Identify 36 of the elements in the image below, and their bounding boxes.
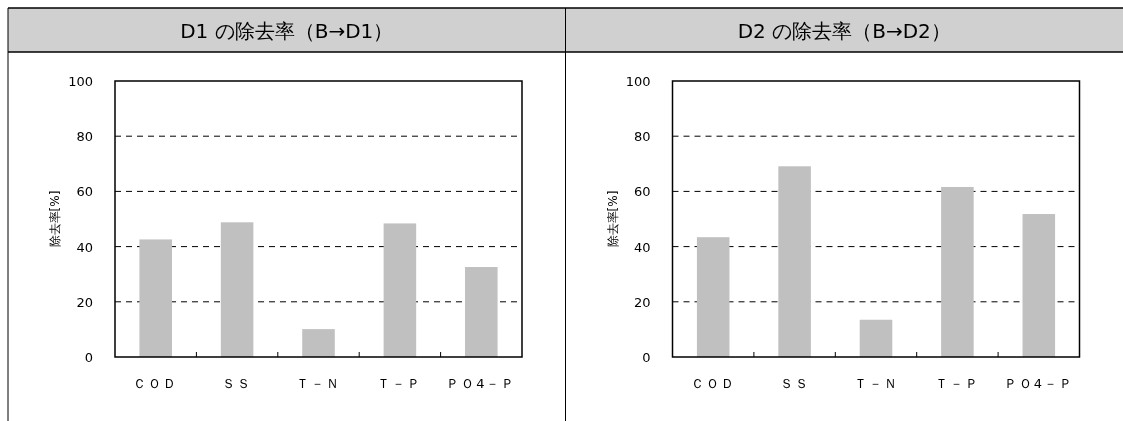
- bar: [302, 329, 335, 357]
- y-tick-label: 40: [76, 239, 93, 255]
- x-tick-label: ＣＯＤ: [690, 376, 736, 391]
- y-tick-label: 40: [633, 239, 651, 255]
- y-tick-label: 60: [633, 184, 651, 200]
- bar: [1022, 214, 1056, 357]
- chart-title: D1 の除去率（B→D1）: [180, 19, 394, 43]
- x-tick-label: ＳＳ: [222, 376, 253, 391]
- bar: [383, 223, 417, 357]
- y-axis-title: 除去率[%]: [48, 190, 62, 248]
- chart-title: D2 の除去率（B→D2）: [737, 19, 951, 43]
- y-tick-label: 100: [625, 74, 651, 89]
- y-tick-label: 20: [76, 294, 93, 310]
- bar: [139, 239, 172, 357]
- bar: [696, 237, 730, 357]
- x-tick-label: Ｔ－Ｎ: [296, 376, 341, 391]
- y-tick-label: 0: [84, 350, 93, 365]
- y-tick-label: 80: [76, 129, 93, 145]
- y-tick-label: 100: [68, 74, 93, 89]
- x-tick-label: Ｔ－Ｎ: [853, 376, 899, 391]
- y-tick-label: 20: [633, 294, 651, 310]
- x-tick-label: ＳＳ: [779, 376, 810, 391]
- bar: [220, 222, 254, 357]
- bar: [859, 319, 893, 357]
- bar: [465, 267, 498, 357]
- bar: [778, 166, 811, 357]
- x-tick-label: ＰＯ4－Ｐ: [1003, 376, 1074, 391]
- x-tick-label: Ｔ－Ｐ: [377, 376, 423, 391]
- bar: [941, 186, 974, 357]
- x-tick-label: ＰＯ4－Ｐ: [446, 376, 517, 391]
- x-tick-label: ＣＯＤ: [133, 376, 179, 391]
- y-axis-title: 除去率[%]: [605, 190, 620, 248]
- y-tick-label: 0: [642, 350, 651, 365]
- y-tick-label: 80: [633, 129, 651, 145]
- x-tick-label: Ｔ－Ｐ: [934, 376, 980, 391]
- y-tick-label: 60: [76, 184, 93, 200]
